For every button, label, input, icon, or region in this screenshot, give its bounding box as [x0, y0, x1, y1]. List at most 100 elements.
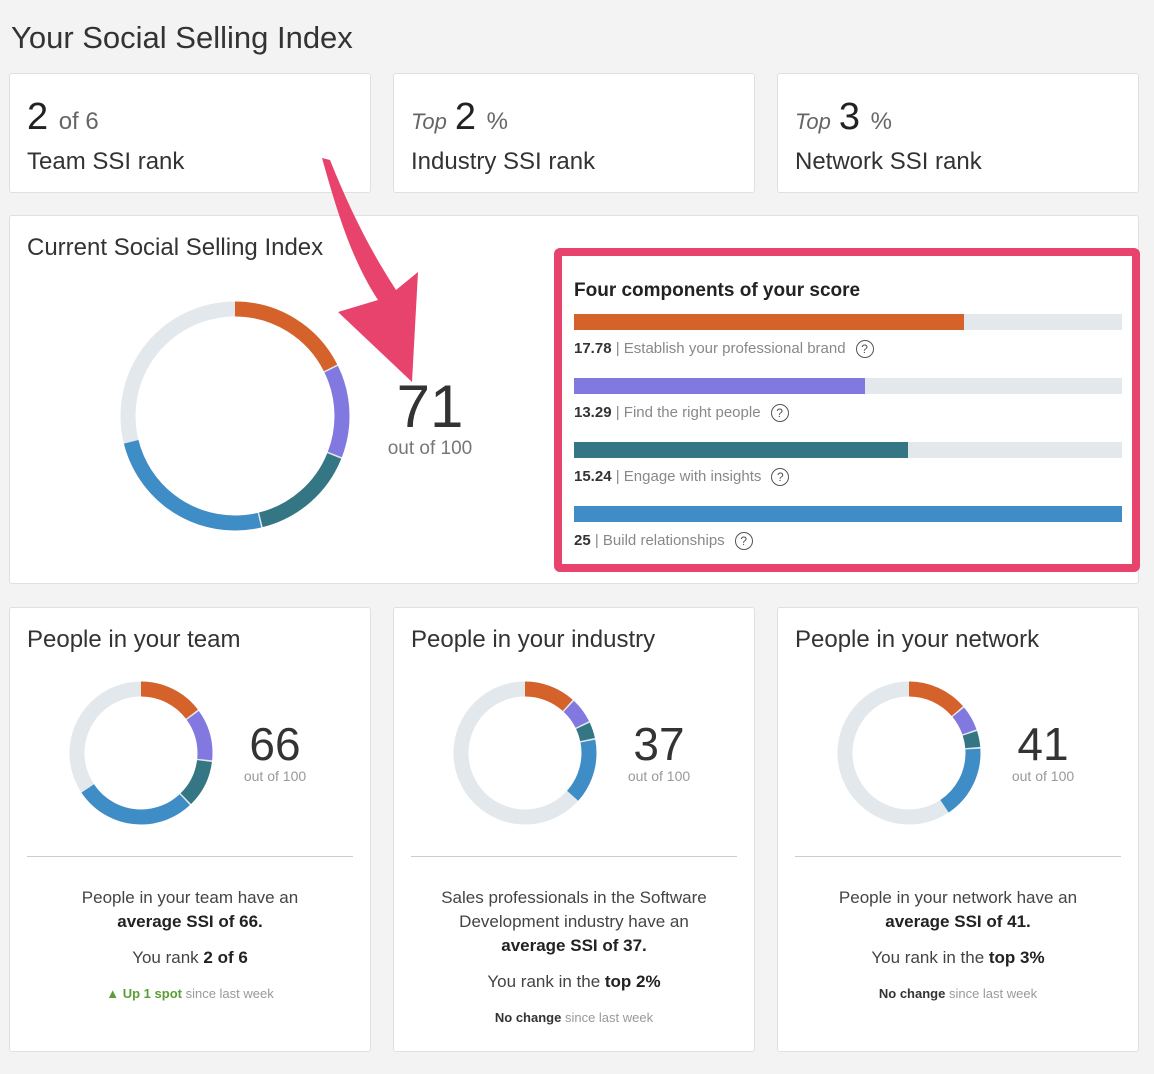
divider — [27, 856, 353, 857]
rank-value: 2 of 6 — [27, 96, 99, 139]
divider — [411, 856, 737, 857]
help-circle-icon[interactable]: ? — [771, 468, 790, 487]
donut-segment — [120, 301, 350, 531]
peer-donut-chart — [453, 681, 597, 825]
rank-text: You rank in the — [487, 972, 605, 991]
rank-label: Team SSI rank — [27, 148, 185, 175]
component-bar — [574, 506, 1122, 522]
component-name: | Build relationships — [594, 532, 725, 549]
page-title: Your Social Selling Index — [11, 20, 353, 55]
component-bar — [574, 442, 1122, 458]
peer-score-value: 66 — [249, 718, 301, 770]
peer-out-of: out of 100 — [243, 768, 307, 784]
rank-card: 2 of 6 Team SSI rank — [9, 73, 371, 193]
help-circle-icon[interactable]: ? — [770, 404, 789, 423]
peer-score: 41 out of 100 — [993, 720, 1093, 784]
rank-card: Top 3 % Network SSI rank — [777, 73, 1139, 193]
current-ssi-title: Current Social Selling Index — [27, 234, 324, 261]
change-status: No change — [878, 986, 946, 1001]
peer-card: People in your industry 37 out of 100 Sa… — [393, 607, 755, 1052]
peer-out-of: out of 100 — [1011, 768, 1075, 784]
change-period: since last week — [181, 986, 274, 1001]
component-value: 17.78 — [574, 340, 612, 357]
divider — [795, 856, 1121, 857]
score-components-panel: Four components of your score 17.78 | Es… — [554, 248, 1140, 572]
rank-value: Top 2 % — [411, 96, 508, 139]
component-bar-fill — [574, 442, 909, 458]
component-value: 13.29 — [574, 404, 612, 421]
donut-segment — [69, 681, 213, 825]
donut-segment — [837, 681, 981, 825]
help-circle-icon[interactable]: ? — [855, 340, 874, 359]
change-period: since last week — [945, 986, 1038, 1001]
peer-score-value: 37 — [633, 718, 685, 770]
desc-line: Development industry have an — [459, 912, 689, 931]
component-bar — [574, 378, 1122, 394]
rank-number: 2 — [454, 96, 477, 138]
peer-card: People in your network 41 out of 100 Peo… — [777, 607, 1139, 1052]
donut-segment — [120, 301, 350, 531]
rank-prefix: Top — [411, 109, 447, 134]
peer-score: 37 out of 100 — [609, 720, 709, 784]
peer-score: 66 out of 100 — [225, 720, 325, 784]
peer-title: People in your network — [795, 626, 1040, 653]
rank-suffix: % — [486, 108, 508, 135]
rank-bold: top 2% — [604, 972, 661, 991]
components-title: Four components of your score — [574, 280, 861, 301]
donut-segment — [837, 681, 981, 825]
rank-label: Network SSI rank — [795, 148, 982, 175]
score-out-of: out of 100 — [387, 438, 473, 459]
component-label: 17.78 | Establish your professional bran… — [574, 340, 874, 359]
rank-bold: top 3% — [988, 948, 1045, 967]
component-bar-fill — [574, 506, 1122, 522]
donut-segment — [69, 681, 213, 825]
component-label: 25 | Build relationships? — [574, 532, 753, 551]
peer-out-of: out of 100 — [627, 768, 691, 784]
peer-title: People in your industry — [411, 626, 656, 653]
rank-text: You rank — [132, 948, 204, 967]
donut-segment — [69, 681, 213, 825]
donut-segment — [453, 681, 597, 825]
peer-title: People in your team — [27, 626, 241, 653]
peer-donut-chart — [837, 681, 981, 825]
rank-value: Top 3 % — [795, 96, 892, 139]
change-status: No change — [494, 1010, 562, 1025]
ssi-donut-chart — [120, 301, 350, 531]
rank-suffix: of 6 — [58, 108, 99, 135]
peer-card: People in your team 66 out of 100 People… — [9, 607, 371, 1052]
rank-text: You rank in the — [871, 948, 989, 967]
peer-donut-chart — [69, 681, 213, 825]
component-value: 15.24 — [574, 468, 612, 485]
peer-description: People in your team have an average SSI o… — [20, 886, 360, 1018]
donut-segment — [120, 301, 350, 531]
desc-line: People in your team have an — [81, 888, 299, 907]
donut-segment — [453, 681, 597, 825]
rank-number: 3 — [838, 96, 861, 138]
component-label: 15.24 | Engage with insights? — [574, 468, 790, 487]
rank-bold: 2 of 6 — [203, 948, 248, 967]
average-ssi: average SSI of 41. — [885, 912, 1031, 931]
rank-label: Industry SSI rank — [411, 148, 596, 175]
change-period: since last week — [561, 1010, 654, 1025]
component-bar-fill — [574, 314, 964, 330]
rank-suffix: % — [870, 108, 892, 135]
component-name: | Establish your professional brand — [615, 340, 846, 357]
average-ssi: average SSI of 37. — [501, 936, 647, 955]
component-value: 25 — [574, 532, 591, 549]
help-circle-icon[interactable]: ? — [734, 532, 753, 551]
desc-line: People in your network have an — [838, 888, 1078, 907]
component-bar — [574, 314, 1122, 330]
peer-score-value: 41 — [1017, 718, 1069, 770]
ssi-score: 71 out of 100 — [370, 376, 490, 460]
desc-line: Sales professionals in the Software — [441, 888, 707, 907]
component-label: 13.29 | Find the right people? — [574, 404, 789, 423]
peer-description: People in your network have an average SS… — [788, 886, 1128, 1018]
rank-card: Top 2 % Industry SSI rank — [393, 73, 755, 193]
rank-prefix: Top — [795, 109, 831, 134]
score-value: 71 — [396, 373, 464, 440]
change-status: ▲ Up 1 spot — [106, 986, 182, 1001]
peer-description: Sales professionals in the Software Devel… — [404, 886, 744, 1042]
average-ssi: average SSI of 66. — [117, 912, 263, 931]
component-name: | Find the right people — [615, 404, 761, 421]
rank-number: 2 — [27, 96, 49, 138]
